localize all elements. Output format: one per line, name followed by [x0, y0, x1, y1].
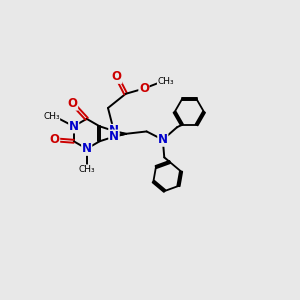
Text: N: N [69, 120, 79, 133]
Text: N: N [158, 133, 168, 146]
Text: O: O [50, 133, 60, 146]
Text: O: O [68, 97, 78, 110]
Text: N: N [109, 124, 119, 137]
Text: CH₃: CH₃ [43, 112, 60, 121]
Text: CH₃: CH₃ [158, 77, 174, 86]
Text: O: O [112, 70, 122, 83]
Text: N: N [82, 142, 92, 155]
Text: CH₃: CH₃ [79, 165, 96, 174]
Text: N: N [109, 130, 119, 143]
Text: O: O [139, 82, 149, 95]
